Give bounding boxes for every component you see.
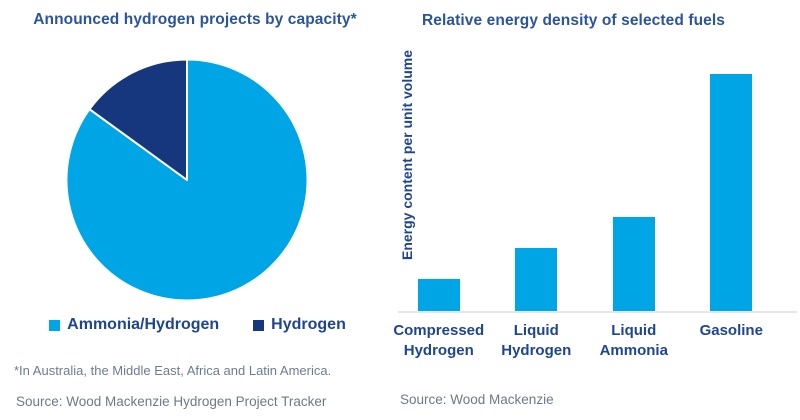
bar-slot-liquid-hydrogen (488, 50, 586, 312)
bar-liquid-ammonia (612, 216, 655, 312)
bar-chart-title: Relative energy density of selected fuel… (422, 12, 726, 29)
pie-chart (65, 58, 309, 302)
bar-compressed-hydrogen (417, 278, 460, 312)
legend-label: Hydrogen (271, 316, 346, 333)
x-axis-labels: Compressed Hydrogen Liquid Hydrogen Liquid… (390, 321, 780, 360)
pie-slice-hydrogen (88, 58, 188, 181)
bar-slot-liquid-ammonia (585, 50, 683, 312)
legend-label: Ammonia/Hydrogen (67, 316, 220, 333)
x-axis-line (398, 311, 797, 313)
x-axis-label-liquid-hydrogen: Liquid Hydrogen (501, 322, 572, 359)
pie-legend: Ammonia/Hydrogen Hydrogen (0, 316, 395, 334)
x-axis-label-compressed-hydrogen: Compressed Hydrogen (393, 322, 485, 359)
bar-chart-panel: Relative energy density of selected fuel… (393, 0, 800, 420)
pie-source: Source: Wood Mackenzie Hydrogen Project … (16, 394, 327, 409)
bar-source: Source: Wood Mackenzie (400, 392, 554, 407)
x-axis-label-gasoline: Gasoline (699, 322, 763, 339)
bar-liquid-hydrogen (515, 247, 558, 312)
legend-item-ammonia-hydrogen: Ammonia/Hydrogen (49, 316, 219, 334)
bar-slot-compressed-hydrogen (390, 50, 488, 312)
bar-slot-gasoline (683, 50, 781, 312)
legend-item-hydrogen: Hydrogen (253, 316, 346, 334)
pie-footnote: *In Australia, the Middle East, Africa a… (14, 363, 332, 378)
pie-chart-title: Announced hydrogen projects by capacity* (33, 11, 357, 28)
bar-gasoline (710, 73, 753, 312)
x-axis-label-liquid-ammonia: Liquid Ammonia (599, 322, 668, 359)
legend-swatch-icon (253, 319, 265, 331)
bar-plot-area (390, 50, 780, 312)
pie-chart-panel: Announced hydrogen projects by capacity*… (0, 0, 395, 420)
legend-swatch-icon (49, 319, 61, 331)
